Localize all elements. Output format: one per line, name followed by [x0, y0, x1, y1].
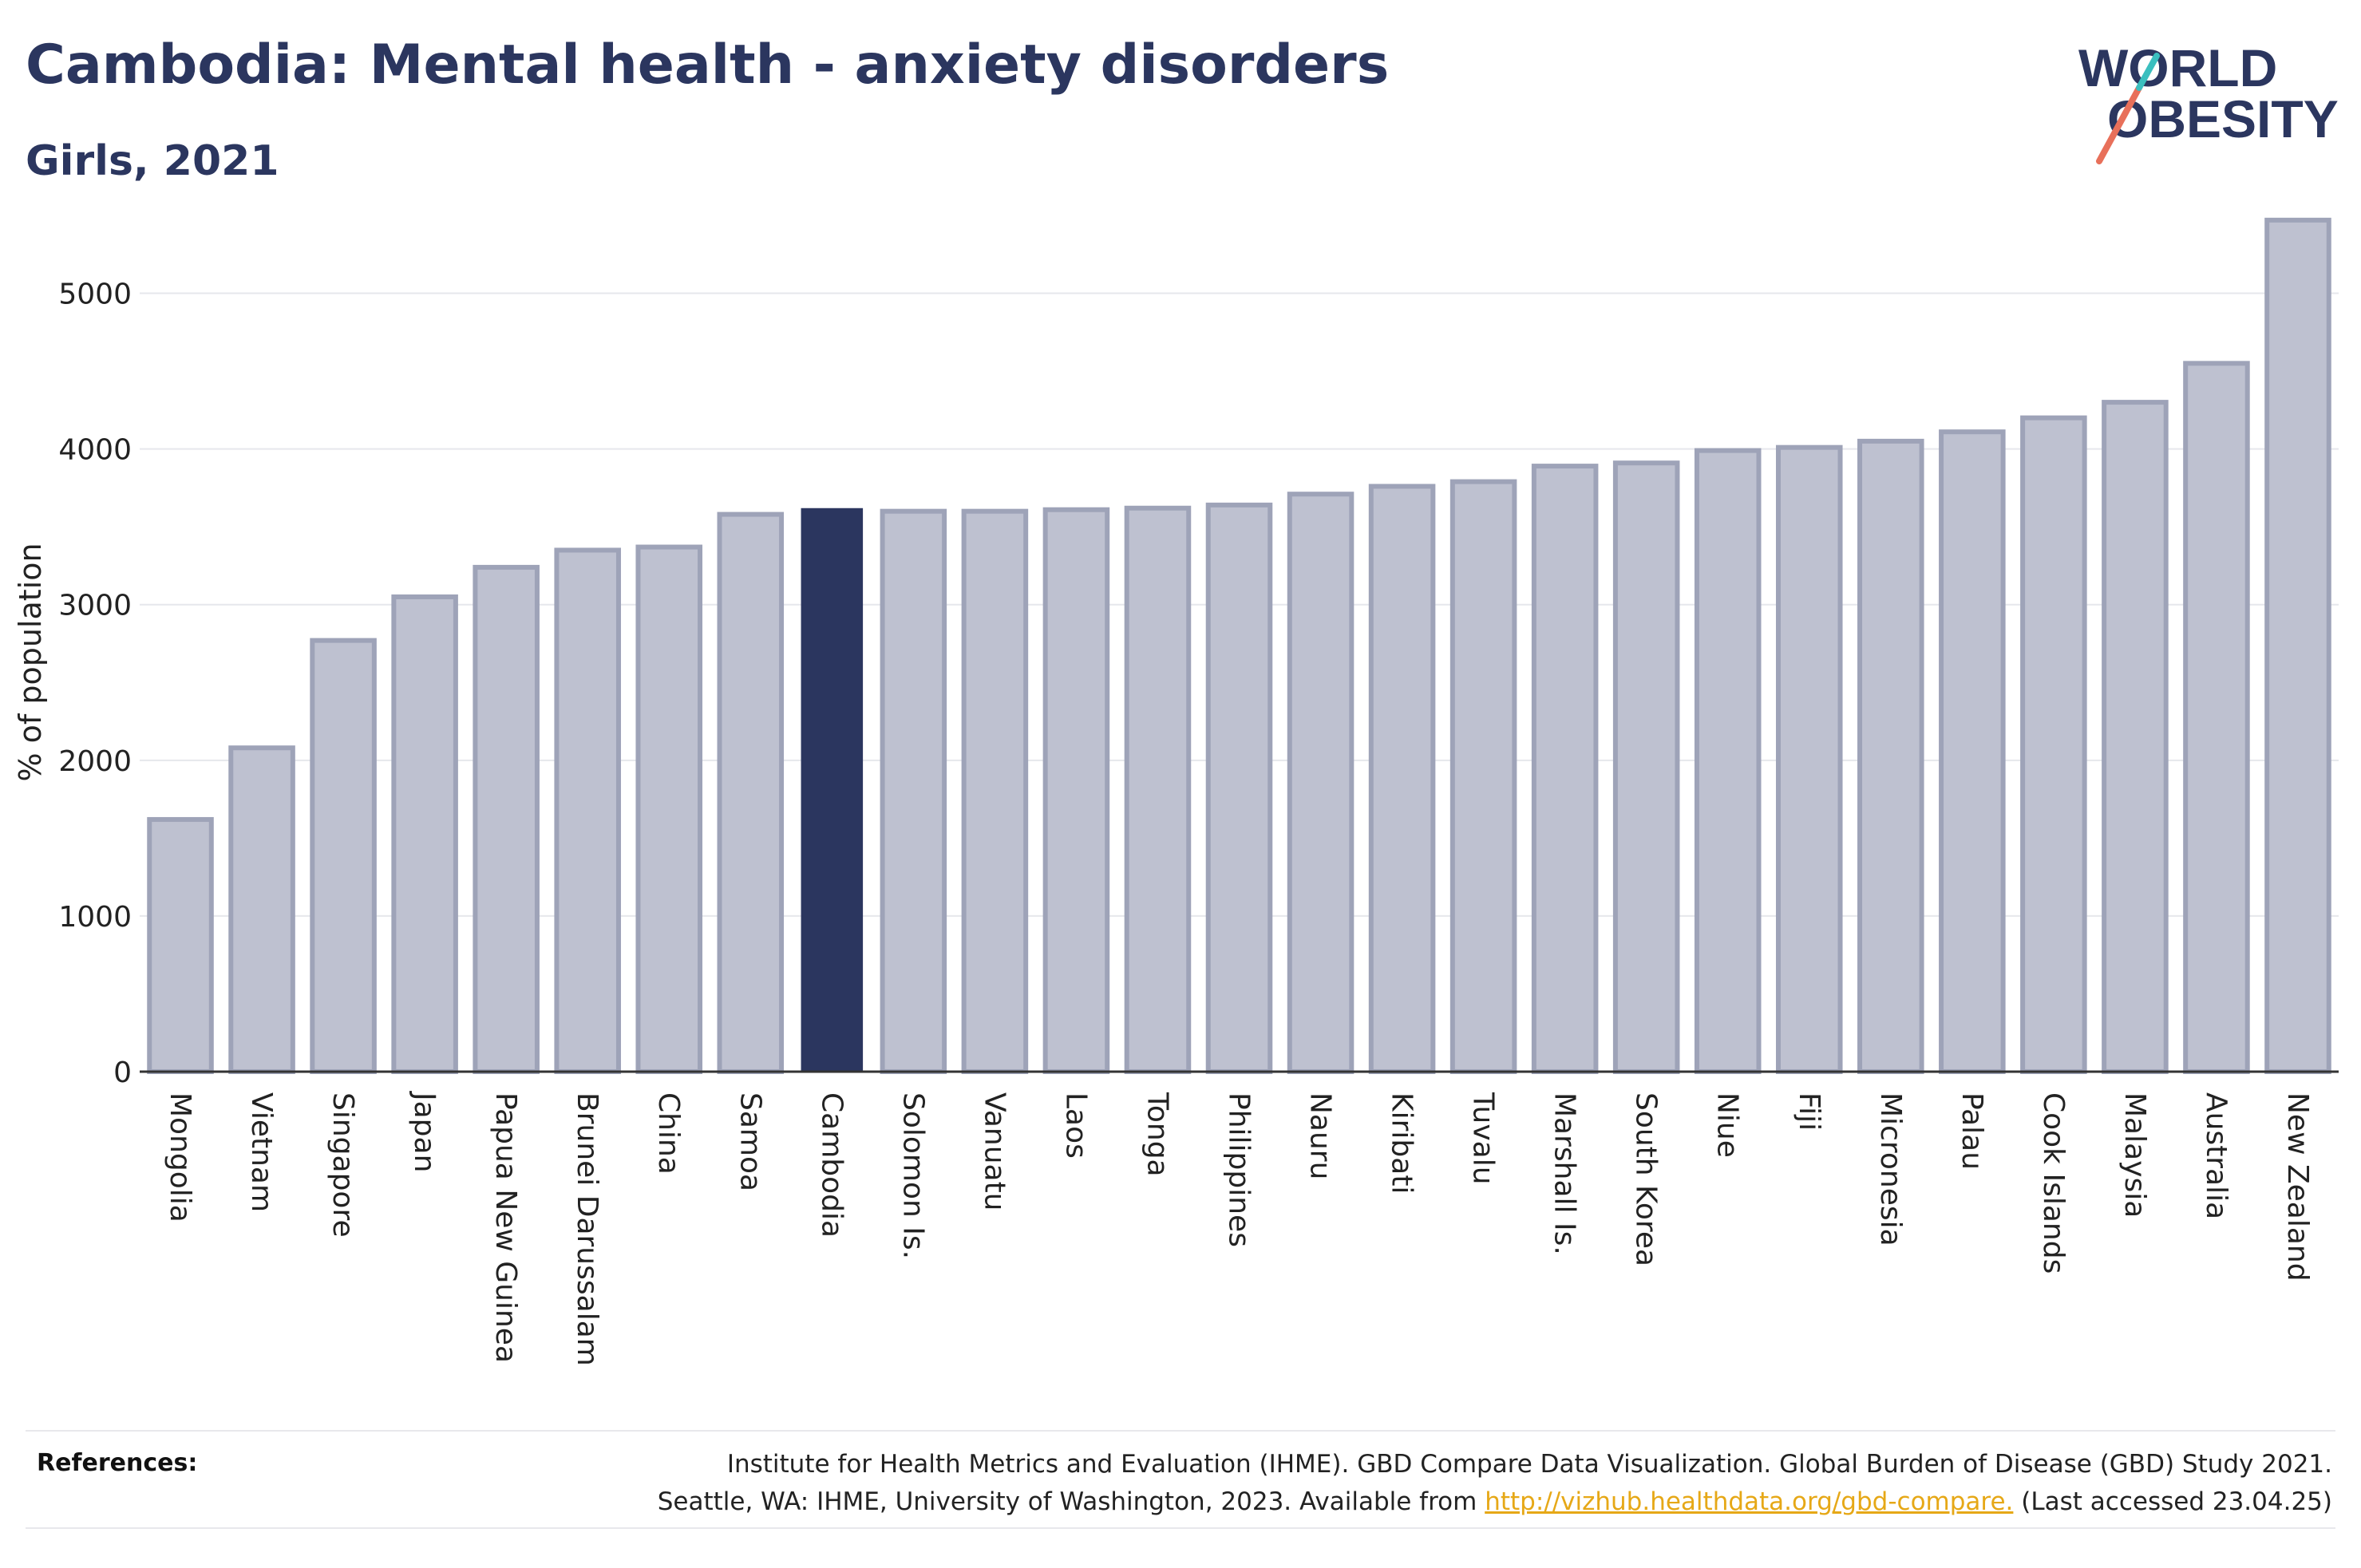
- bar-niue: [1694, 448, 1762, 1074]
- y-tick-label: 5000: [58, 278, 132, 311]
- bar-brunei-darussalam: [554, 547, 621, 1074]
- x-tick-label: Japan: [408, 1091, 441, 1172]
- bar-cook-islands: [2020, 415, 2087, 1074]
- x-tick-label: Brunei Darussalam: [571, 1092, 603, 1366]
- x-tick-label: Kiribati: [1386, 1092, 1418, 1194]
- y-tick-label: 0: [113, 1057, 132, 1089]
- bar-vanuatu: [961, 508, 1029, 1074]
- x-tick-label: Marshall Is.: [1548, 1092, 1581, 1255]
- x-tick-label: Philippines: [1223, 1092, 1256, 1247]
- bar-japan: [391, 594, 458, 1074]
- x-tick-label: South Korea: [1630, 1092, 1663, 1266]
- references-link[interactable]: http://vizhub.healthdata.org/gbd-compare…: [1485, 1487, 2014, 1516]
- bar-marshall-is: [1531, 464, 1599, 1074]
- x-tick-label: Vietnam: [245, 1092, 278, 1212]
- y-tick-label: 2000: [58, 745, 132, 778]
- x-tick-label: Vanuatu: [978, 1092, 1010, 1211]
- bar-mongolia: [147, 816, 214, 1075]
- y-tick-label: 3000: [58, 590, 132, 622]
- x-tick-label: Nauru: [1304, 1092, 1337, 1179]
- world-obesity-logo: WORLD OBESITY: [2078, 38, 2339, 164]
- footer-divider-bottom: [26, 1527, 2335, 1529]
- x-tick-label: Australia: [2200, 1092, 2232, 1219]
- x-tick-labels: Mongolia Vietnam Singapore Japan Papua New G…: [164, 1091, 2314, 1366]
- x-tick-label: Niue: [1711, 1092, 1744, 1158]
- page-subtitle: Girls, 2021: [26, 137, 279, 185]
- footer-divider-top: [26, 1430, 2335, 1432]
- bar-china: [635, 544, 703, 1074]
- x-tick-label: Cook Islands: [2037, 1092, 2070, 1274]
- page-title: Cambodia: Mental health - anxiety disord…: [26, 34, 1390, 97]
- bar-australia: [2183, 361, 2250, 1074]
- bar-tuvalu: [1449, 479, 1517, 1074]
- x-tick-label: Laos: [1059, 1092, 1092, 1159]
- y-tick-labels: 0 1000 2000 3000 4000 5000: [58, 278, 132, 1089]
- logo-text-world: WORLD: [2078, 38, 2277, 97]
- x-tick-label: Mongolia: [164, 1092, 196, 1222]
- references-text: Institute for Health Metrics and Evaluat…: [658, 1446, 2332, 1521]
- bar-new-zealand: [2264, 217, 2331, 1074]
- bar-nauru: [1287, 492, 1355, 1074]
- references-line-2-suffix: (Last accessed 23.04.25): [2013, 1487, 2332, 1516]
- bar-palau: [1939, 429, 2006, 1074]
- bars: [147, 217, 2331, 1075]
- x-tick-label: Malaysia: [2118, 1092, 2151, 1218]
- x-tick-label: Papua New Guinea: [489, 1092, 522, 1363]
- references-line-2-prefix: Seattle, WA: IHME, University of Washing…: [657, 1487, 1485, 1516]
- logo-slash-red: [2096, 85, 2142, 164]
- references-label: References:: [37, 1449, 198, 1477]
- x-tick-label: Singapore: [326, 1092, 359, 1238]
- references-line-1: Institute for Health Metrics and Evaluat…: [726, 1450, 2332, 1479]
- bar-vietnam: [228, 745, 295, 1075]
- bar-kiribati: [1368, 484, 1436, 1074]
- y-axis-label: % of population: [13, 543, 48, 782]
- bar-tonga: [1124, 505, 1192, 1074]
- x-tick-label: Palau: [1956, 1092, 1988, 1170]
- bar-papua-new-guinea: [473, 564, 540, 1074]
- bar-fiji: [1775, 444, 1843, 1074]
- x-tick-label: Cambodia: [815, 1092, 848, 1238]
- bar-samoa: [717, 511, 785, 1074]
- bar-chart: 0 1000 2000 3000 4000 5000 Mongolia Vietnam Sin…: [58, 217, 2339, 1366]
- x-tick-label: Micronesia: [1874, 1092, 1907, 1246]
- x-tick-label: China: [652, 1092, 685, 1175]
- x-tick-label: Tuvalu: [1467, 1092, 1500, 1185]
- y-tick-label: 1000: [58, 901, 132, 934]
- x-tick-label: Samoa: [734, 1092, 766, 1191]
- bar-solomon-is: [880, 508, 947, 1074]
- logo-slash-teal: [2136, 53, 2160, 91]
- bar-laos: [1042, 507, 1110, 1074]
- bar-singapore: [310, 638, 377, 1074]
- x-tick-label: Solomon Is.: [896, 1092, 929, 1259]
- bar-micronesia: [1857, 438, 1924, 1074]
- x-tick-label: Tonga: [1141, 1092, 1173, 1177]
- x-tick-label: New Zealand: [2281, 1092, 2314, 1282]
- y-tick-label: 4000: [58, 434, 132, 467]
- bar-malaysia: [2102, 400, 2169, 1075]
- bar-philippines: [1205, 502, 1273, 1074]
- bar-cambodia: [801, 508, 864, 1072]
- logo-text-obesity: OBESITY: [2107, 89, 2339, 148]
- references-line-2: Seattle, WA: IHME, University of Washing…: [658, 1483, 2332, 1521]
- x-tick-label: Fiji: [1793, 1092, 1825, 1131]
- bar-south-korea: [1612, 460, 1680, 1074]
